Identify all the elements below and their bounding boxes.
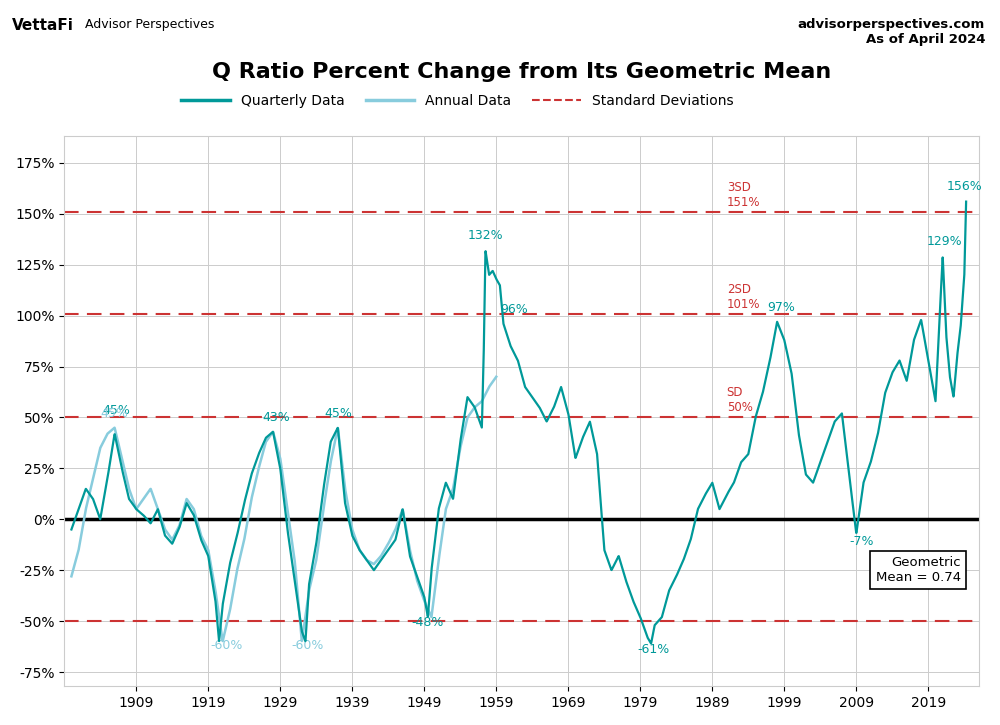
Text: 45%: 45% [101,407,129,420]
Text: 43%: 43% [263,410,291,423]
Text: 45%: 45% [324,407,352,420]
Text: -60%: -60% [210,639,242,652]
Text: 96%: 96% [500,302,528,315]
Text: -61%: -61% [637,643,669,655]
Text: 2SD
101%: 2SD 101% [727,283,760,310]
Text: 45%: 45% [103,405,131,418]
Legend: Quarterly Data, Annual Data, Standard Deviations: Quarterly Data, Annual Data, Standard De… [176,88,739,114]
Text: 97%: 97% [767,301,795,314]
Text: SD
50%: SD 50% [727,386,753,415]
Text: advisorperspectives.com
As of April 2024: advisorperspectives.com As of April 2024 [798,18,985,46]
Text: -48%: -48% [412,616,444,629]
Text: 132%: 132% [468,229,503,242]
Text: Advisor Perspectives: Advisor Perspectives [85,18,214,31]
Text: 129%: 129% [927,236,963,249]
Title: Q Ratio Percent Change from Its Geometric Mean: Q Ratio Percent Change from Its Geometri… [212,62,831,82]
Text: 3SD
151%: 3SD 151% [727,181,760,209]
Text: -60%: -60% [291,639,324,652]
Text: 156%: 156% [947,181,983,194]
Text: VettaFi: VettaFi [12,18,74,33]
Text: Geometric
Mean = 0.74: Geometric Mean = 0.74 [876,556,961,584]
Text: -7%: -7% [850,535,874,548]
